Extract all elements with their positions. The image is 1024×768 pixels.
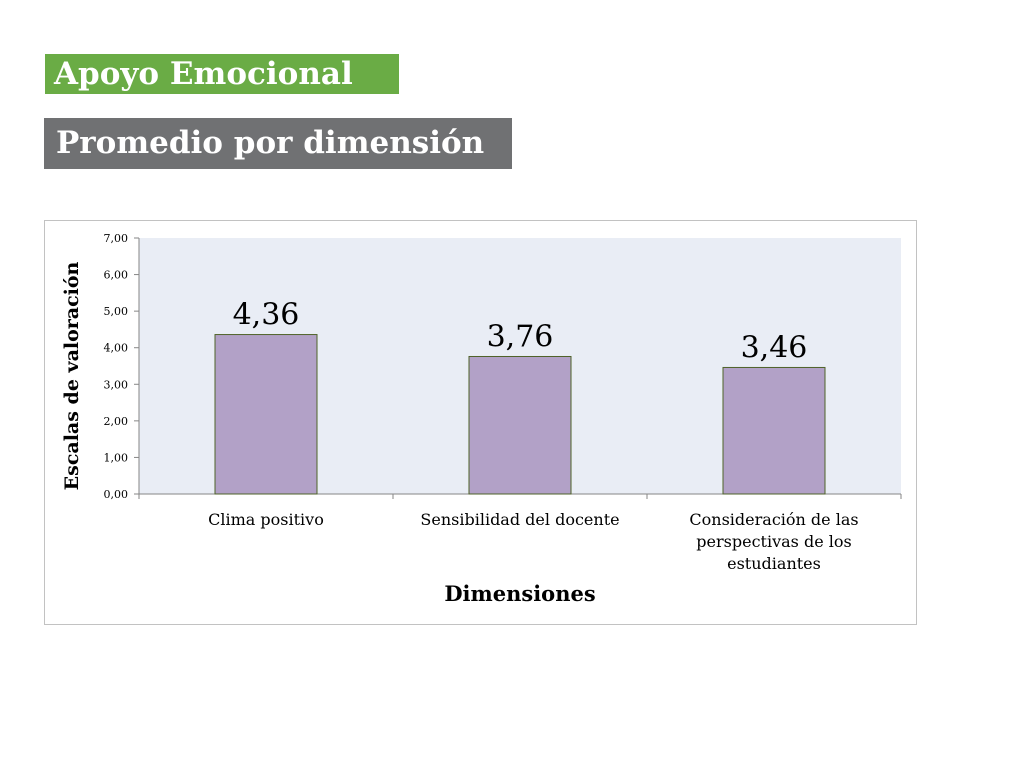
x-category-label: Consideración de las perspectivas de los e…	[689, 510, 858, 573]
y-tick-label: 2,00	[104, 415, 129, 428]
x-axis: Clima positivo Sensibilidad del docente Co…	[138, 493, 902, 573]
bar	[468, 355, 572, 495]
bars	[214, 334, 826, 495]
x-category-label: Clima positivo	[208, 510, 324, 529]
y-axis-title: Escalas de valoración	[61, 261, 83, 490]
x-category-label: Sensibilidad del docente	[420, 510, 619, 529]
y-tick-label: 0,00	[104, 488, 129, 501]
y-tick-label: 3,00	[104, 378, 129, 391]
slide-subtitle: Promedio por dimensión	[44, 118, 512, 169]
y-tick-label: 5,00	[104, 305, 129, 318]
y-tick-label: 4,00	[104, 342, 129, 355]
y-tick-label: 6,00	[104, 269, 129, 282]
data-labels: 4,36 3,76 3,46	[233, 298, 808, 366]
y-tick-label: 7,00	[104, 232, 129, 245]
data-label: 3,76	[487, 319, 554, 354]
bar	[722, 366, 826, 495]
bar-chart: 0,00 1,00 2,00 3,00 4,00 5,00 6,00 7,00 Clima p…	[44, 220, 917, 625]
chart-canvas: 0,00 1,00 2,00 3,00 4,00 5,00 6,00 7,00 Clima p…	[61, 232, 902, 606]
data-label: 3,46	[741, 330, 808, 365]
y-axis: 0,00 1,00 2,00 3,00 4,00 5,00 6,00 7,00	[104, 232, 140, 501]
x-axis-title: Dimensiones	[444, 581, 595, 606]
bar	[214, 334, 318, 495]
data-label: 4,36	[233, 298, 300, 333]
y-tick-label: 1,00	[104, 451, 129, 464]
slide-title: Apoyo Emocional	[45, 54, 399, 94]
